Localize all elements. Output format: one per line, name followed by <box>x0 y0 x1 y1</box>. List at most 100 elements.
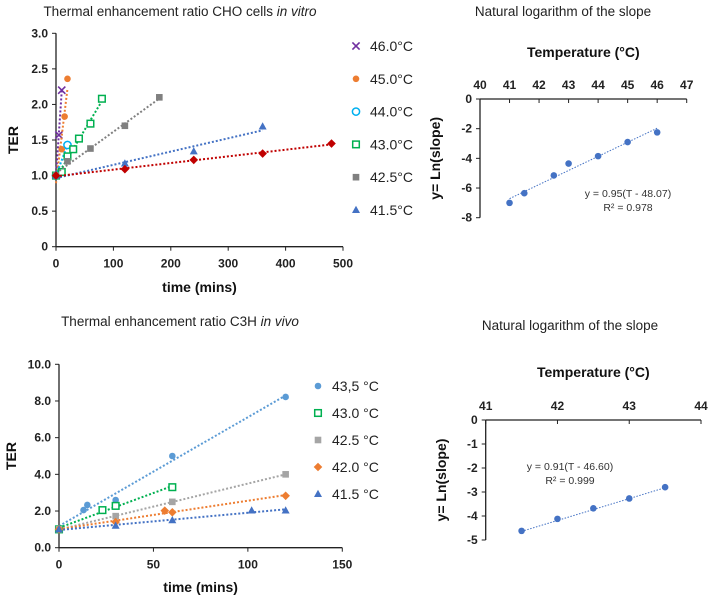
data-point <box>168 515 177 524</box>
x-tick-label: 44 <box>591 78 605 92</box>
legend-marker <box>314 436 322 444</box>
data-point <box>661 483 669 491</box>
legend-entry: 42.5°C <box>352 169 413 185</box>
data-point <box>80 506 87 514</box>
x-tick-label: 42 <box>532 78 546 92</box>
data-point <box>590 505 597 512</box>
chart-c1: 0 100 200 300 400 500 0 0.5 1.0 1.5 2.0 2.5 3.0 time … <box>5 26 413 295</box>
data-point <box>282 393 289 401</box>
legend-entry: 43.0°C <box>351 136 413 152</box>
y-tick-label: 6.0 <box>34 431 51 445</box>
x-tick-label: 200 <box>161 257 181 271</box>
data-point <box>554 515 561 523</box>
data-point <box>160 506 170 515</box>
data-point <box>61 113 68 120</box>
x-tick-label: 400 <box>276 257 296 271</box>
y-axis-label: TER <box>5 126 21 154</box>
y-tick-label: 8.0 <box>34 394 51 408</box>
data-point <box>520 189 528 197</box>
data-point <box>111 501 120 510</box>
y-tick-label: 2.5 <box>31 62 48 76</box>
y-tick-label: 0.5 <box>31 204 48 218</box>
data-point <box>550 172 558 179</box>
y-tick-label: -2 <box>461 122 472 136</box>
data-point <box>281 491 290 501</box>
chart4-title: Natural logarithm of the slope <box>482 318 658 333</box>
legend-entry: 43,5 °C <box>314 378 379 394</box>
legend-entry: 46.0°C <box>351 38 413 54</box>
data-point <box>74 134 84 143</box>
data-point <box>69 145 78 154</box>
data-point <box>86 119 95 128</box>
y-tick-label: -4 <box>467 509 478 523</box>
y-tick-label: -1 <box>467 437 478 451</box>
fit-r-squared: R² = 0.999 <box>545 475 594 487</box>
data-point <box>327 139 336 148</box>
data-point <box>653 129 661 136</box>
data-point <box>518 527 525 535</box>
chart-c3: 0 50 100 150 0.0 2.0 4.0 6.0 8.0 10.0 time (mins) T… <box>3 357 379 595</box>
data-point <box>624 138 631 146</box>
data-point <box>64 158 71 165</box>
y-tick-label: 0 <box>471 413 478 427</box>
x-tick-label: 0 <box>53 257 60 271</box>
x-tick-label: 43 <box>623 399 637 413</box>
x-tick-label: 0 <box>56 558 63 572</box>
legend-entry: 43.0 °C <box>313 405 379 421</box>
data-point <box>169 452 176 460</box>
legend-label: 43.0 °C <box>332 405 379 421</box>
x-tick-label: 43 <box>562 78 576 92</box>
series-Ln-slope- <box>506 127 661 207</box>
data-point <box>189 155 199 165</box>
legend-label: 43,5 °C <box>332 378 379 394</box>
legend-label: 42.5 °C <box>332 432 379 448</box>
data-point <box>594 152 602 160</box>
data-point <box>247 506 256 514</box>
y-tick-label: 2.0 <box>31 97 48 111</box>
x-axis-label: Temperature (°C) <box>537 364 650 380</box>
x-tick-label: 500 <box>333 257 353 271</box>
legend-marker <box>351 107 361 116</box>
x-tick-label: 47 <box>680 78 694 92</box>
data-point <box>169 498 176 506</box>
trendline <box>55 129 263 180</box>
x-tick-label: 45 <box>621 78 635 92</box>
series-41-5-C <box>55 506 290 533</box>
data-point <box>156 94 163 101</box>
y-tick-label: 1.0 <box>31 169 48 183</box>
y-axis-label: TER <box>3 442 19 470</box>
data-point <box>121 122 129 130</box>
data-point <box>168 508 177 517</box>
x-tick-label: 44 <box>694 399 708 413</box>
legend-marker <box>351 41 361 51</box>
data-point <box>97 94 106 103</box>
data-point <box>506 199 513 207</box>
y-tick-label: -2 <box>467 461 478 475</box>
legend-label: 42.0 °C <box>332 459 379 475</box>
y-tick-label: 2.0 <box>34 504 51 518</box>
legend-label: 43.0°C <box>370 136 413 152</box>
x-tick-label: 50 <box>147 558 161 572</box>
y-tick-label: 0.0 <box>34 541 51 555</box>
data-point <box>64 75 71 83</box>
trendline <box>509 127 658 200</box>
fit-equation: y = 0.91(T - 46.60) <box>527 461 613 473</box>
data-point <box>54 130 64 140</box>
chart2-title: Natural logarithm of the slope <box>475 4 651 19</box>
legend-entry: 42.0 °C <box>313 459 379 475</box>
legend-marker <box>313 462 323 472</box>
y-axis-label: y= Ln(slope) <box>427 117 443 200</box>
data-point <box>58 145 66 153</box>
legend-entry: 41.5 °C <box>314 486 379 502</box>
legend-label: 45.0°C <box>370 71 413 87</box>
data-point <box>258 122 267 130</box>
data-point <box>168 483 177 492</box>
data-point <box>98 506 107 515</box>
y-tick-label: 0 <box>41 240 48 254</box>
chart1-title: Thermal enhancement ratio CHO cells in v… <box>43 4 317 19</box>
data-point <box>120 159 129 167</box>
legend-marker <box>352 75 360 83</box>
data-point <box>625 495 633 502</box>
y-axis-label: y= Ln(slope) <box>433 439 449 522</box>
